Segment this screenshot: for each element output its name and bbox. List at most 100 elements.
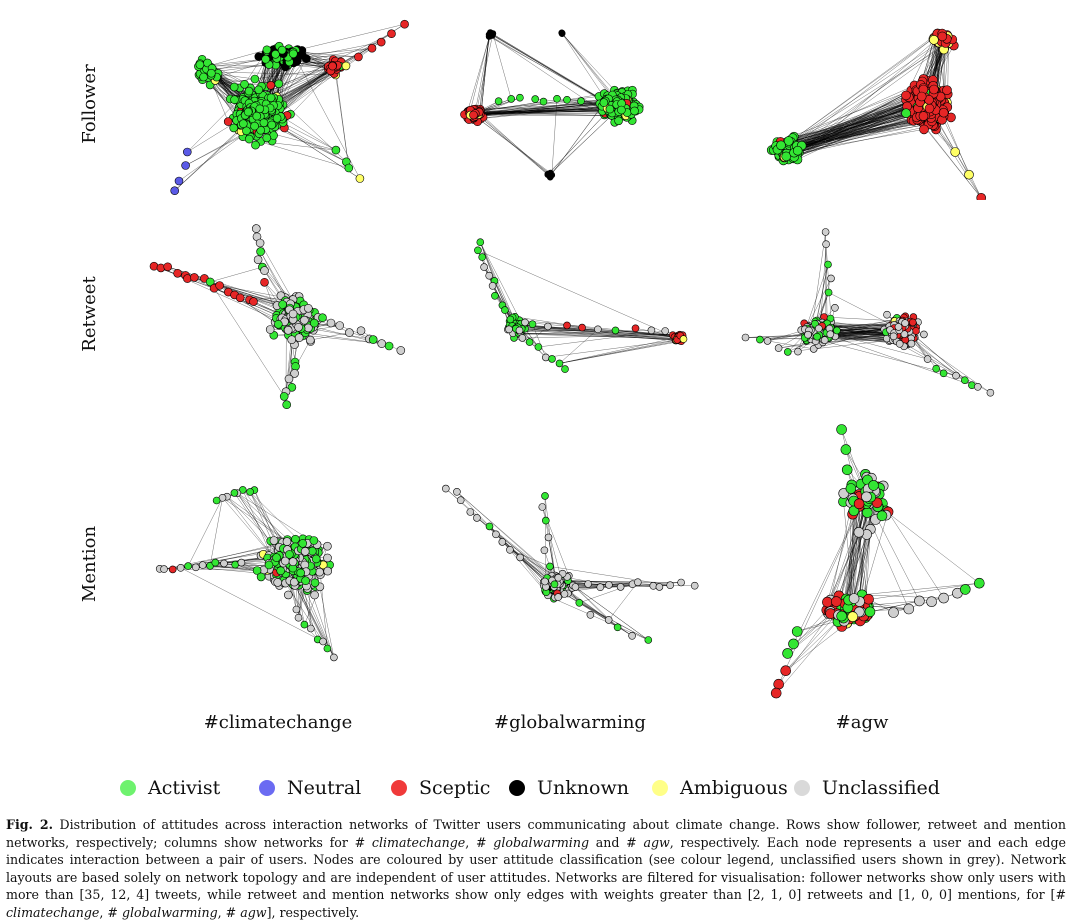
- network-node: [522, 319, 529, 326]
- network-node: [491, 292, 498, 299]
- network-node: [929, 35, 938, 44]
- network-node: [794, 348, 801, 355]
- network-node: [467, 509, 474, 516]
- network-node: [837, 425, 847, 435]
- network-node: [597, 584, 604, 591]
- network-node: [274, 578, 282, 586]
- network-node: [252, 141, 260, 149]
- legend-dot-unknown: [509, 780, 525, 796]
- network-node: [300, 316, 308, 324]
- network-node: [825, 289, 832, 296]
- network-node: [345, 164, 353, 172]
- network-node: [397, 346, 405, 354]
- network-node: [283, 401, 291, 409]
- figure-caption: Fig. 2. Distribution of attitudes across…: [6, 816, 1066, 922]
- network-node: [183, 148, 191, 156]
- network-node: [631, 107, 639, 115]
- network-node: [190, 273, 198, 281]
- network-node: [239, 120, 247, 128]
- network-node: [302, 55, 310, 63]
- network-node: [902, 109, 911, 118]
- network-node: [517, 554, 524, 561]
- network-node: [564, 322, 571, 329]
- network-node: [369, 336, 377, 344]
- network-node: [904, 604, 914, 614]
- network-node: [177, 564, 184, 571]
- network-node: [256, 105, 264, 113]
- network-node: [277, 567, 285, 575]
- network-node: [329, 62, 337, 70]
- network-node: [594, 326, 601, 333]
- network-node: [231, 489, 238, 496]
- network-node: [556, 360, 563, 367]
- network-node: [284, 591, 292, 599]
- caption-hashtag-globalwarming-2: globalwarming: [122, 905, 218, 920]
- network-node: [774, 679, 784, 689]
- network-node: [299, 539, 307, 547]
- network-node: [185, 563, 192, 570]
- network-node: [324, 567, 332, 575]
- network-node: [221, 560, 228, 567]
- network-node: [311, 579, 319, 587]
- network-node: [295, 614, 302, 621]
- network-node: [805, 331, 812, 338]
- legend-dot-unclassified: [794, 780, 810, 796]
- network-node: [914, 596, 924, 606]
- network-node: [378, 340, 386, 348]
- caption-hashtag-climatechange-2: climatechange: [6, 905, 99, 920]
- network-node: [175, 177, 183, 185]
- network-node: [961, 377, 968, 384]
- column-label-agw: #agw: [752, 712, 972, 733]
- network-node: [662, 328, 669, 335]
- network-node: [917, 92, 926, 101]
- row-label-follower: Follower: [79, 24, 101, 184]
- network-node: [274, 320, 282, 328]
- network-node: [164, 263, 172, 271]
- network-node: [884, 311, 891, 318]
- network-follower-globalwarming: [440, 20, 700, 190]
- network-node: [507, 316, 514, 323]
- network-node: [771, 688, 781, 698]
- network-node: [457, 497, 464, 504]
- network-node: [345, 329, 353, 337]
- network-node: [474, 247, 481, 254]
- network-node: [301, 621, 308, 628]
- network-node: [542, 354, 549, 361]
- network-node: [974, 383, 981, 390]
- network-node: [357, 327, 365, 335]
- network-node: [974, 578, 984, 588]
- network-node: [283, 538, 291, 546]
- caption-hashtag-climatechange: climatechange: [372, 835, 465, 850]
- network-node: [645, 637, 652, 644]
- column-label-climatechange: #climatechange: [168, 712, 388, 733]
- network-node: [213, 497, 220, 504]
- legend-dot-ambiguous: [652, 780, 668, 796]
- network-node: [869, 480, 879, 490]
- caption-hashtag-agw: agw: [643, 835, 669, 850]
- network-node: [280, 392, 288, 400]
- network-node: [495, 98, 502, 105]
- network-node: [939, 593, 949, 603]
- network-node: [247, 488, 254, 495]
- network-node: [632, 325, 639, 332]
- network-node: [919, 112, 928, 121]
- network-node: [823, 241, 830, 248]
- network-node: [291, 535, 299, 543]
- legend-label-neutral: Neutral: [287, 777, 361, 799]
- nodes: [461, 30, 644, 181]
- network-node: [680, 336, 687, 343]
- network-node: [535, 344, 542, 351]
- network-retweet-climatechange: [145, 210, 410, 415]
- caption-text-3: and #: [589, 835, 643, 850]
- network-node: [864, 594, 874, 604]
- network-mention-agw: [725, 420, 1000, 705]
- network-node: [245, 87, 253, 95]
- network-node: [171, 187, 179, 195]
- network-node: [506, 546, 513, 553]
- caption-hashtag-agw-2: agw: [240, 905, 266, 920]
- network-node: [401, 20, 409, 28]
- network-node: [587, 611, 594, 618]
- legend-item-neutral: Neutral: [259, 773, 361, 803]
- network-node: [781, 666, 791, 676]
- network-node: [479, 254, 486, 261]
